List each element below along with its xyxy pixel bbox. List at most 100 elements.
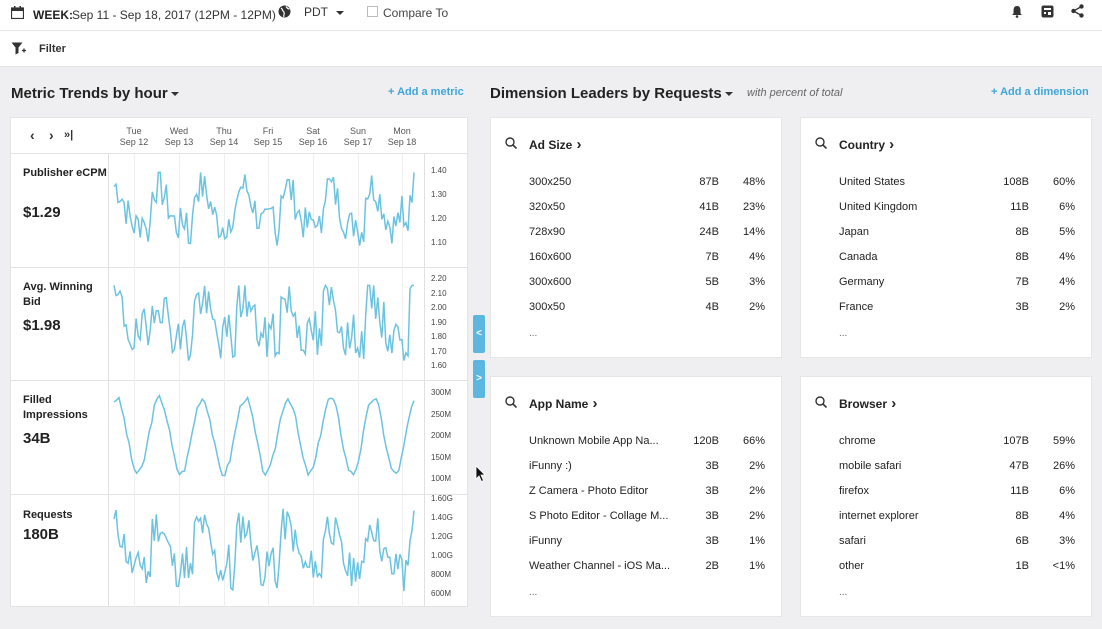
calendar-icon[interactable] (11, 6, 24, 19)
dimension-value-name: Unknown Mobile App Na... (529, 435, 659, 447)
dimension-value-percent: 4% (1059, 251, 1075, 263)
axis-tick-label: 1.60G (431, 494, 453, 503)
list-item[interactable]: 160x600 7B 4% (529, 251, 769, 265)
day-gridline (179, 154, 180, 607)
dimension-value-count: 120B (693, 435, 719, 447)
add-dimension-link[interactable]: + Add a dimension (991, 86, 1089, 98)
axis-tick-label: 200M (431, 431, 452, 440)
list-item[interactable]: 300x50 4B 2% (529, 301, 769, 315)
list-item[interactable]: Z Camera - Photo Editor 3B 2% (529, 485, 769, 499)
dimension-title: App Name (529, 397, 589, 411)
more-ellipsis[interactable]: ... (839, 587, 848, 598)
divider (11, 267, 467, 268)
collapse-right-tab[interactable]: > (473, 360, 485, 398)
axis-tick-label: 1.10 (431, 238, 447, 247)
dimension-value-count: 11B (1010, 201, 1029, 213)
calculator-icon[interactable] (1041, 5, 1054, 18)
axis-tick-label: 1.80 (431, 332, 447, 341)
sparkline-line (113, 508, 415, 592)
dimension-value-percent: 2% (1059, 301, 1075, 313)
metric-value: 180B (23, 526, 59, 543)
share-icon[interactable] (1071, 4, 1084, 18)
prev-week-button[interactable]: ‹ (30, 127, 35, 143)
filter-label[interactable]: Filter (39, 43, 66, 55)
more-ellipsis[interactable]: ... (839, 328, 848, 339)
list-item[interactable]: S Photo Editor - Collage M... 3B 2% (529, 510, 769, 524)
next-week-button[interactable]: › (49, 127, 54, 143)
day-header-item: Wed Sep 13 (154, 126, 204, 148)
day-of-week: Fri (262, 126, 274, 136)
dimension-value-count: 4B (705, 301, 719, 313)
dimension-value-percent: 6% (1059, 201, 1075, 213)
granularity-label: hour (134, 85, 168, 102)
dimension-value-count: 3B (705, 460, 719, 472)
list-item[interactable]: 728x90 24B 14% (529, 226, 769, 240)
dimension-value-count: 7B (1015, 276, 1029, 288)
chevron-down-icon (724, 92, 733, 97)
list-item[interactable]: firefox 11B 6% (839, 485, 1079, 499)
day-gridline (224, 154, 225, 607)
axis-tick-label: 1.00G (431, 551, 453, 560)
list-item[interactable]: iFunny 3B 1% (529, 535, 769, 549)
filter-icon[interactable] (11, 42, 27, 56)
compare-label[interactable]: Compare To (383, 6, 449, 20)
axis-tick-label: 1.20 (431, 214, 447, 223)
list-item[interactable]: Japan 8B 5% (839, 226, 1079, 240)
list-item[interactable]: 320x50 41B 23% (529, 201, 769, 215)
compare-checkbox[interactable] (367, 6, 378, 17)
list-item[interactable]: Unknown Mobile App Na... 120B 66% (529, 435, 769, 449)
timezone-select[interactable]: PDT (304, 5, 345, 19)
more-ellipsis[interactable]: ... (529, 328, 538, 339)
list-item[interactable]: 300x250 87B 48% (529, 176, 769, 190)
dimension-card-browser: Browser › chrome 107B 59% mobile safari 47B 26… (800, 376, 1092, 617)
dimension-value-name: iFunny :) (529, 460, 572, 472)
dimension-value-count: 8B (1015, 251, 1029, 263)
metric-name: Filled Impressions (23, 394, 88, 421)
week-range[interactable]: Sep 11 - Sep 18, 2017 (12PM - 12PM) (72, 8, 276, 22)
granularity-select[interactable]: hour (134, 85, 179, 102)
sparkline-publisher-ecpm (113, 171, 415, 246)
dimension-title-button[interactable]: Browser › (839, 395, 896, 412)
dimension-title-button[interactable]: Country › (839, 136, 894, 153)
list-item[interactable]: mobile safari 47B 26% (839, 460, 1079, 474)
dimension-value-count: 8B (1015, 510, 1029, 522)
list-item[interactable]: safari 6B 3% (839, 535, 1079, 549)
collapse-left-tab[interactable]: < (473, 315, 485, 353)
list-item[interactable]: France 3B 2% (839, 301, 1079, 315)
top-bar: WEEK: Sep 11 - Sep 18, 2017 (12PM - 12PM… (0, 0, 1102, 31)
day-of-week: Wed (169, 126, 189, 136)
axis-tick-label: 1.30 (431, 190, 447, 199)
list-item[interactable]: iFunny :) 3B 2% (529, 460, 769, 474)
list-item[interactable]: Weather Channel - iOS Ma... 2B 1% (529, 560, 769, 574)
list-item[interactable]: 300x600 5B 3% (529, 276, 769, 290)
list-item[interactable]: United Kingdom 11B 6% (839, 201, 1079, 215)
bell-icon[interactable] (1011, 5, 1023, 18)
dimension-value-percent: 2% (749, 460, 765, 472)
list-item[interactable]: chrome 107B 59% (839, 435, 1079, 449)
more-ellipsis[interactable]: ... (529, 587, 538, 598)
dimension-title-button[interactable]: App Name › (529, 395, 598, 412)
day-date: Sep 17 (343, 137, 373, 147)
list-item[interactable]: Canada 8B 4% (839, 251, 1079, 265)
search-icon[interactable] (505, 396, 517, 408)
measure-select[interactable]: Requests (654, 85, 733, 102)
metric-name: Requests (23, 509, 73, 521)
add-metric-link[interactable]: + Add a metric (388, 86, 464, 98)
search-icon[interactable] (505, 137, 517, 149)
dimension-subtitle: with percent of total (747, 87, 843, 99)
search-icon[interactable] (815, 396, 827, 408)
search-icon[interactable] (815, 137, 827, 149)
metric-trends-title: Metric Trends by hour (11, 85, 179, 102)
divider (108, 154, 109, 607)
divider (11, 153, 467, 154)
latest-week-button[interactable]: »| (64, 129, 74, 141)
list-item[interactable]: internet explorer 8B 4% (839, 510, 1079, 524)
list-item[interactable]: United States 108B 60% (839, 176, 1079, 190)
dimension-value-percent: 2% (749, 301, 765, 313)
metric-value: $1.98 (23, 317, 61, 334)
list-item[interactable]: other 1B <1% (839, 560, 1079, 574)
dimension-title-button[interactable]: Ad Size › (529, 136, 582, 153)
sparkline-line (113, 283, 414, 361)
list-item[interactable]: Germany 7B 4% (839, 276, 1079, 290)
sparkline-line (113, 171, 415, 246)
